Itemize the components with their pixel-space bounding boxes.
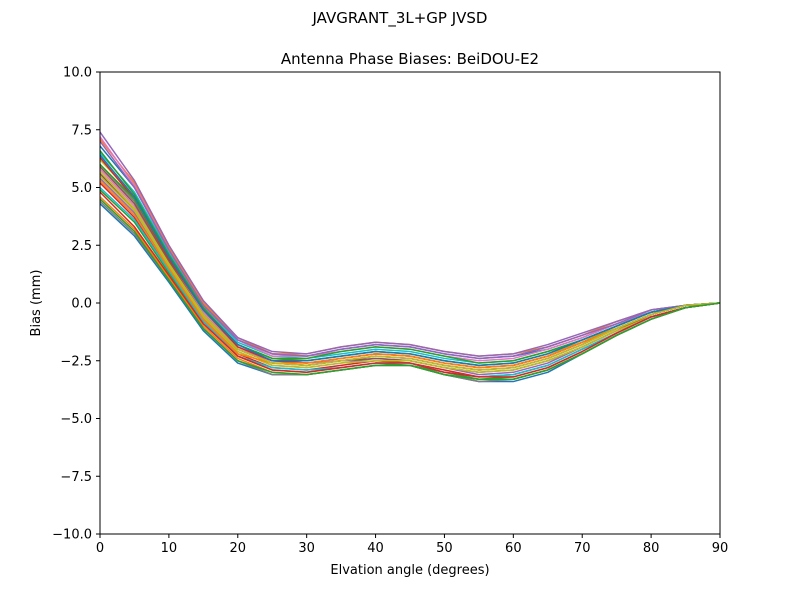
series-line-9	[100, 159, 720, 367]
series-line-6	[100, 173, 720, 374]
y-tick-label: −7.5	[60, 470, 92, 485]
x-tick-label: 20	[230, 541, 247, 556]
series-line-13	[100, 131, 720, 357]
x-axis-label: Elvation angle (degrees)	[330, 563, 489, 578]
y-tick-label: 7.5	[71, 123, 92, 138]
series-line-23	[100, 191, 720, 378]
series-line-21	[100, 163, 720, 364]
series-line-4	[100, 182, 720, 378]
series-layer	[100, 131, 720, 383]
x-tick-label: 90	[712, 541, 729, 556]
x-tick-label: 10	[161, 541, 178, 556]
chart-title: Antenna Phase Biases: BeiDOU-E2	[281, 50, 539, 68]
y-tick-label: −10.0	[52, 528, 92, 543]
x-tick-label: 40	[367, 541, 384, 556]
x-tick-label: 0	[96, 541, 104, 556]
series-line-16	[100, 156, 720, 369]
series-line-8	[100, 163, 720, 369]
series-line-10	[100, 152, 720, 364]
x-tick-label: 50	[436, 541, 453, 556]
series-line-7	[100, 168, 720, 371]
y-tick-label: 2.5	[71, 239, 92, 254]
x-tick-label: 30	[298, 541, 315, 556]
x-tick-label: 80	[643, 541, 660, 556]
y-tick-label: −5.0	[60, 412, 92, 427]
series-line-18	[100, 175, 720, 374]
x-tick-label: 60	[505, 541, 522, 556]
series-line-17	[100, 166, 720, 371]
series-line-22	[100, 180, 720, 369]
x-tick-label: 70	[574, 541, 591, 556]
y-axis-label: Bias (mm)	[29, 270, 44, 337]
series-line-25	[100, 154, 720, 367]
series-line-24	[100, 140, 720, 360]
y-tick-label: 10.0	[63, 66, 92, 81]
y-tick-label: −2.5	[60, 354, 92, 369]
series-line-27	[100, 198, 720, 380]
figure-suptitle: JAVGRANT_3L+GP JVSD	[312, 9, 488, 27]
y-axis: −10.0 −7.5 −5.0 −2.5 0.0 2.5 5.0 7.5 10.0	[52, 66, 100, 543]
series-line-15	[100, 150, 720, 367]
x-axis: 0 10 20 30 40 50 60 70 80 90	[96, 534, 728, 556]
series-line-26	[100, 170, 720, 371]
y-tick-label: 0.0	[71, 297, 92, 312]
y-tick-label: 5.0	[71, 181, 92, 196]
